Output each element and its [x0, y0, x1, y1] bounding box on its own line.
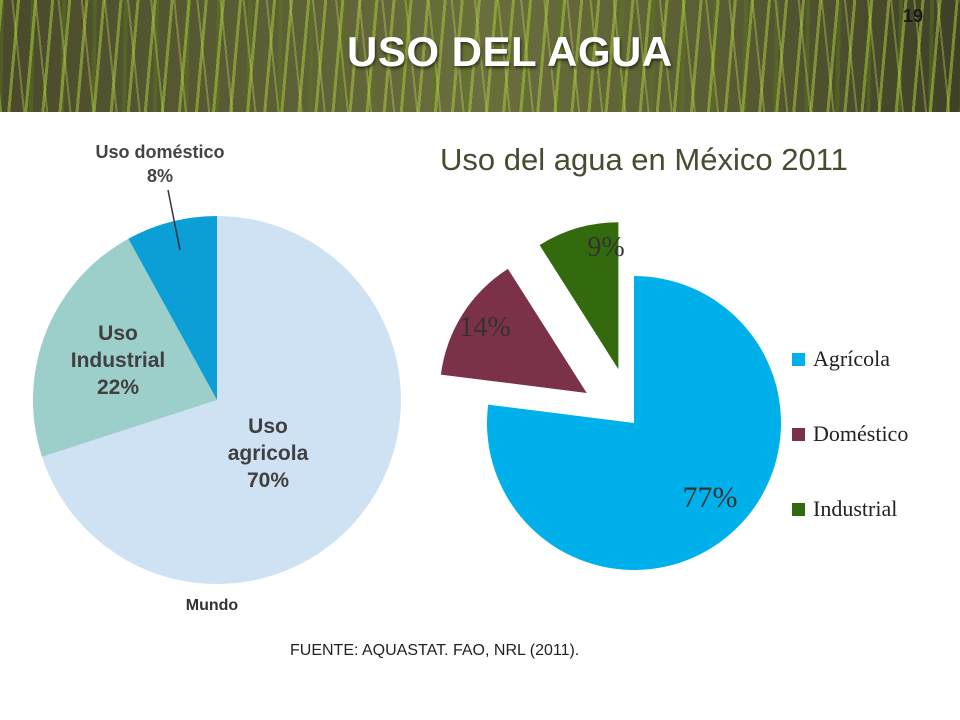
world-slice-uso-dom-stico	[128, 216, 217, 400]
header-banner: USO DEL AGUA 19	[0, 0, 960, 112]
mexico-chart-title: Uso del agua en México 2011	[440, 142, 848, 177]
source-note: FUENTE: AQUASTAT. FAO, NRL (2011).	[290, 642, 580, 659]
legend-swatch-domestico	[792, 427, 805, 441]
world-value-domestico: 8%	[147, 166, 173, 186]
mexico-pie-labels: 77% 14% 9%	[459, 232, 737, 514]
mexico-slice-agr-cola	[487, 276, 781, 570]
grass-background	[0, 0, 960, 112]
world-slice-uso-agricola	[42, 216, 401, 584]
world-label-industrial-2: Industrial	[71, 349, 166, 372]
slide-title: USO DEL AGUA	[347, 28, 673, 75]
mexico-value-industrial: 9%	[587, 232, 624, 263]
legend-label-agricola: Agrícola	[813, 346, 890, 371]
world-label-domestico: Uso doméstico	[95, 142, 224, 162]
legend-label-domestico: Doméstico	[813, 421, 909, 446]
world-domestico-leader	[167, 189, 181, 251]
legend-label-industrial: Industrial	[813, 496, 898, 521]
mexico-slice-industrial	[539, 222, 619, 370]
mexico-legend: Agrícola Doméstico Industrial	[792, 345, 908, 570]
mexico-slice-dom-stico	[440, 268, 587, 393]
world-slice-uso-industrial	[32, 238, 218, 457]
world-label-agricola-1: Uso	[248, 415, 288, 438]
world-value-agricola: 70%	[247, 469, 289, 492]
world-label-industrial-1: Uso	[98, 322, 138, 345]
mexico-value-agricola: 77%	[683, 481, 738, 514]
world-pie-labels: Uso doméstico 8% Uso Industrial 22% Uso …	[71, 142, 309, 614]
world-pie-chart: Uso doméstico 8% Uso Industrial 22% Uso …	[32, 142, 401, 614]
mexico-pie-slices	[440, 222, 781, 570]
legend-item-agricola: Agrícola	[792, 345, 908, 373]
legend-item-industrial: Industrial	[792, 495, 908, 523]
world-value-industrial: 22%	[97, 376, 139, 399]
legend-swatch-agricola	[792, 352, 805, 366]
mexico-pie-chart: 77% 14% 9%	[440, 222, 781, 570]
slide-number: 19	[903, 6, 924, 26]
world-caption: Mundo	[186, 597, 239, 614]
mexico-value-domestico: 14%	[459, 312, 510, 343]
world-label-agricola-2: agricola	[228, 442, 309, 465]
legend-item-domestico: Doméstico	[792, 420, 908, 448]
world-pie-slices	[32, 216, 401, 584]
legend-swatch-industrial	[792, 502, 805, 516]
